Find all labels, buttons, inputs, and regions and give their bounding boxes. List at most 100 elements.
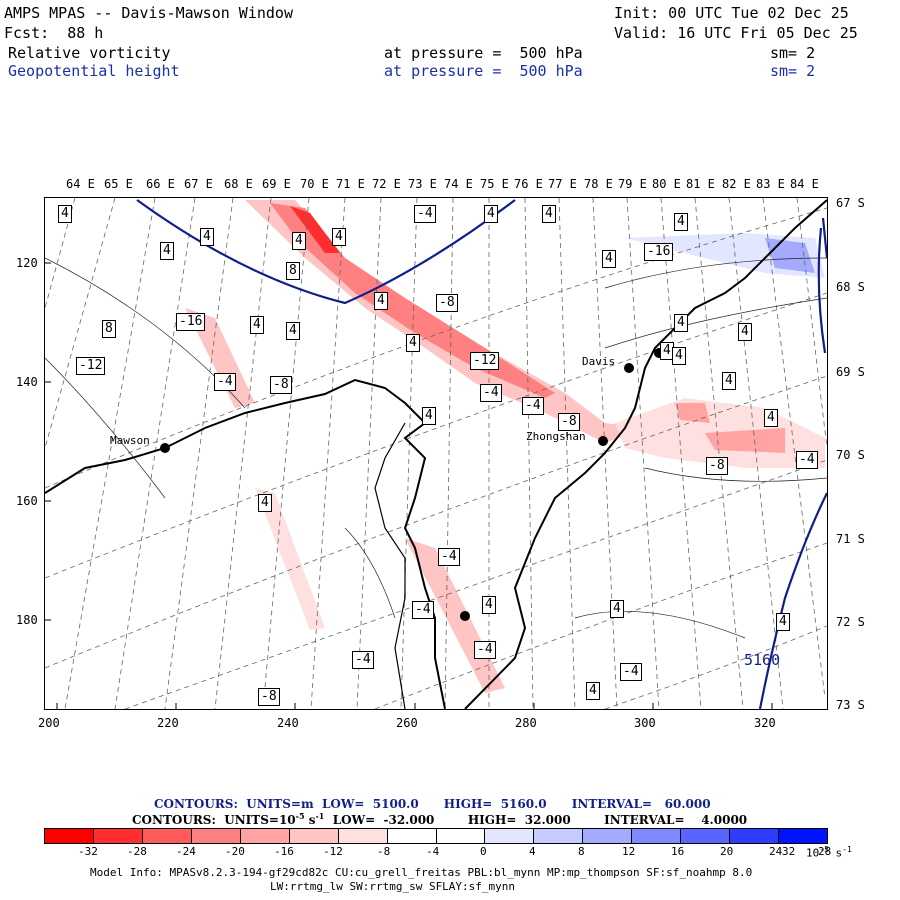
colorbar-tick-label: -28 bbox=[127, 845, 147, 858]
contour-value-label: 4 bbox=[422, 407, 436, 425]
lat-label-67s: 67 S bbox=[836, 196, 865, 210]
lon-label-74e: 74 E bbox=[444, 177, 473, 191]
x-tick-300: 300 bbox=[634, 716, 656, 730]
contour-value-label: -8 bbox=[436, 294, 458, 312]
lat-label-71s: 71 S bbox=[836, 532, 865, 546]
lat-lon-grid bbox=[44, 197, 828, 710]
contour-value-label: -8 bbox=[706, 457, 728, 475]
lon-label-83e: 83 E bbox=[756, 177, 785, 191]
lon-label-71e: 71 E bbox=[336, 177, 365, 191]
ice-boundary bbox=[374, 422, 406, 710]
contour-value-label: 4 bbox=[286, 322, 300, 340]
lat-label-73s: 73 S bbox=[836, 698, 865, 712]
colorbar-tick-label: 8 bbox=[578, 845, 585, 858]
vorticity-patch-east-core bbox=[675, 403, 710, 423]
contour-value-label: 4 bbox=[542, 205, 556, 223]
model-info-line2: LW:rrtmg_lw SW:rrtmg_sw SFLAY:sf_mynn bbox=[270, 880, 516, 893]
colorbar-tick-label: 4 bbox=[529, 845, 536, 858]
lon-label-79e: 79 E bbox=[618, 177, 647, 191]
colorbar-tick-label: -8 bbox=[377, 845, 391, 858]
colorbar-cell bbox=[240, 829, 290, 843]
lon-label-80e: 80 E bbox=[652, 177, 681, 191]
x-tick-200: 200 bbox=[38, 716, 60, 730]
contour-value-label: -4 bbox=[522, 397, 544, 415]
contour-value-label: -8 bbox=[270, 376, 292, 394]
contour-value-label: 4 bbox=[674, 213, 688, 231]
field2-smoothing: sm= 2 bbox=[770, 62, 816, 80]
colorbar-cell bbox=[583, 829, 633, 843]
colorbar-cell bbox=[485, 829, 535, 843]
lon-label-72e: 72 E bbox=[372, 177, 401, 191]
x-tick-280: 280 bbox=[515, 716, 537, 730]
map-tick-marks bbox=[45, 262, 773, 709]
contour-value-label: 4 bbox=[776, 613, 790, 631]
colorbar-tick-label: -4 bbox=[426, 845, 440, 858]
contour-value-label: 4 bbox=[660, 342, 674, 360]
lon-label-75e: 75 E bbox=[480, 177, 509, 191]
contour-value-label: 4 bbox=[586, 682, 600, 700]
contour-value-label: -12 bbox=[470, 352, 500, 370]
lat-label-72s: 72 S bbox=[836, 615, 865, 629]
contour-value-label: -12 bbox=[76, 357, 106, 375]
contour-value-label: -4 bbox=[796, 451, 818, 469]
colorbar-cell bbox=[730, 829, 780, 843]
field1-level: at pressure = 500 hPa bbox=[384, 44, 583, 62]
field1-smoothing: sm= 2 bbox=[770, 44, 816, 62]
lon-label-81e: 81 E bbox=[686, 177, 715, 191]
geopotential-contour-5160-east bbox=[817, 217, 829, 354]
contour-value-label: 4 bbox=[610, 600, 624, 618]
colorbar-tick-label: 0 bbox=[480, 845, 487, 858]
geopotential-contour-5160 bbox=[758, 492, 828, 710]
lon-label-69e: 69 E bbox=[262, 177, 291, 191]
colorbar-cell bbox=[338, 829, 388, 843]
colorbar-tick-label: 12 bbox=[622, 845, 636, 858]
map-title: AMPS MPAS -- Davis-Mawson Window bbox=[4, 4, 293, 22]
colorbar-tick-label: 16 bbox=[671, 845, 685, 858]
x-tick-260: 260 bbox=[396, 716, 418, 730]
lon-label-76e: 76 E bbox=[514, 177, 543, 191]
lon-label-67e: 67 E bbox=[184, 177, 213, 191]
colorbar-tick-label: 20 bbox=[720, 845, 734, 858]
contour-value-label: 4 bbox=[160, 242, 174, 260]
y-tick-120: 120 bbox=[16, 256, 38, 270]
contour-value-label: -16 bbox=[644, 243, 674, 261]
colorbar-units: 10-5 s-1 bbox=[806, 845, 852, 860]
antarctic-coastline bbox=[44, 199, 828, 710]
x-tick-320: 320 bbox=[754, 716, 776, 730]
map-canvas bbox=[44, 197, 829, 710]
contour-value-label: -4 bbox=[438, 548, 460, 566]
colorbar-cell bbox=[534, 829, 584, 843]
forecast-hour: Fcst: 88 h bbox=[4, 24, 104, 42]
negative-vorticity-max bbox=[290, 206, 340, 253]
mawson-station-marker bbox=[160, 443, 170, 453]
lat-label-70s: 70 S bbox=[836, 448, 865, 462]
lon-label-65e: 65 E bbox=[104, 177, 133, 191]
vorticity-shading bbox=[185, 200, 825, 693]
colorbar-tick-label: -16 bbox=[274, 845, 294, 858]
colorbar-tick-label: -20 bbox=[225, 845, 245, 858]
contour-value-label: -4 bbox=[414, 205, 436, 223]
lon-label-77e: 77 E bbox=[548, 177, 577, 191]
colorbar-cell bbox=[93, 829, 143, 843]
contour-value-label: 4 bbox=[258, 494, 272, 512]
colorbar-cell bbox=[191, 829, 241, 843]
colorbar-cell bbox=[142, 829, 192, 843]
contour-value-label: -4 bbox=[474, 641, 496, 659]
colorbar-tick-label: -32 bbox=[78, 845, 98, 858]
contour-value-label: 4 bbox=[406, 334, 420, 352]
y-tick-140: 140 bbox=[16, 375, 38, 389]
lon-label-70e: 70 E bbox=[300, 177, 329, 191]
field1-name: Relative vorticity bbox=[8, 44, 171, 62]
station-label-zhongshan: Zhongshan bbox=[526, 430, 586, 443]
colorbar-tick-label: 28 bbox=[818, 845, 832, 858]
contour-value-label: 4 bbox=[674, 314, 688, 332]
vorticity-streak-west bbox=[185, 308, 255, 408]
vorticity-streak-south2 bbox=[255, 488, 325, 630]
model-info-line1: Model Info: MPASv8.2.3-194-gf29cd82c CU:… bbox=[90, 866, 753, 879]
colorbar-tick-label: -12 bbox=[323, 845, 343, 858]
contour-value-label: 4 bbox=[58, 205, 72, 223]
zhongshan-station-marker bbox=[598, 436, 608, 446]
contour-value-label: 4 bbox=[672, 347, 686, 365]
colorbar-cell bbox=[289, 829, 339, 843]
colorbar-cell bbox=[436, 829, 486, 843]
